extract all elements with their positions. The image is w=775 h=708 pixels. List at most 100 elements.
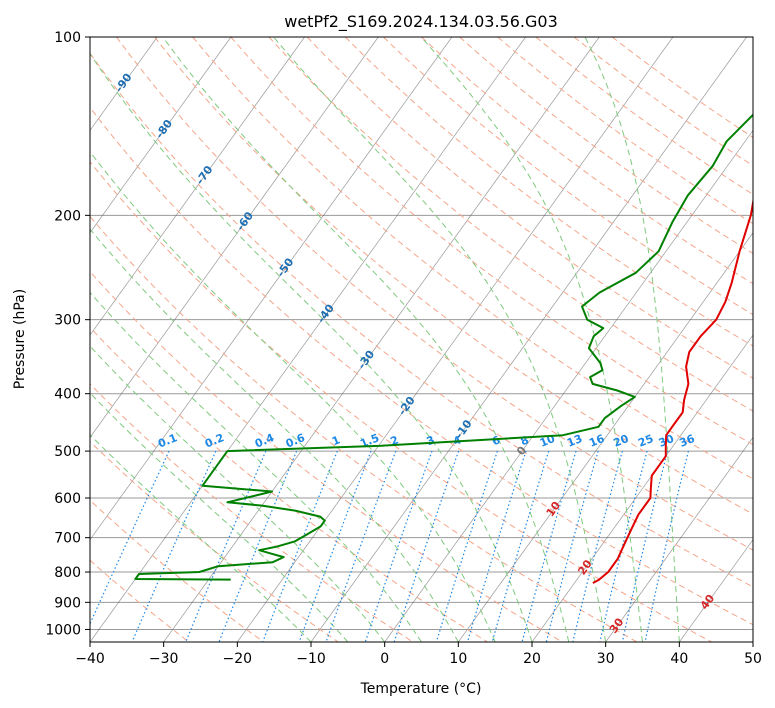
isotherm-line — [163, 37, 600, 642]
mixing-ratio-label: 0.4 — [253, 431, 276, 450]
isotherm-line — [90, 37, 453, 541]
mixing-ratio-label: 1.5 — [358, 431, 381, 450]
isotherm-label: -60 — [234, 209, 256, 233]
isotherm-line — [384, 129, 753, 642]
mixing-ratio-line — [435, 450, 498, 642]
x-axis-label: Temperature (°C) — [360, 681, 482, 697]
dry-adiabat-line — [90, 326, 488, 642]
y-tick-label: 600 — [54, 491, 81, 507]
moist-adiabat-line — [162, 37, 570, 642]
moist-adiabat-line — [420, 37, 643, 642]
x-tick-label: −30 — [149, 651, 179, 667]
y-tick-label: 1000 — [45, 622, 81, 638]
x-tick-label: 0 — [380, 651, 389, 667]
mixing-ratio-line — [491, 450, 550, 642]
y-tick-label: 900 — [54, 595, 81, 611]
isotherm-line — [90, 37, 526, 642]
x-tick-label: 20 — [523, 651, 541, 667]
dry-adiabat-line — [611, 37, 753, 139]
mixing-ratio-line — [393, 450, 460, 642]
isotherm-label: -20 — [396, 394, 418, 418]
moist-adiabat-line — [90, 434, 312, 642]
dry-adiabat-line — [90, 270, 563, 642]
isotherm-label: -40 — [315, 301, 337, 325]
x-tick-label: 30 — [597, 651, 615, 667]
dry-adiabat-line — [344, 37, 753, 347]
moist-adiabat-line — [90, 228, 459, 642]
mixing-ratio-line — [131, 450, 217, 642]
moist-adiabat-line — [273, 37, 607, 642]
moist-adiabat-line — [90, 52, 533, 642]
dry-adiabat-line — [383, 37, 753, 316]
isotherm-label: -30 — [355, 348, 377, 372]
dry-adiabat-line — [192, 37, 753, 480]
y-tick-label: 300 — [54, 313, 81, 329]
mixing-ratio-line — [185, 450, 267, 642]
mixing-ratio-label: 16 — [587, 432, 606, 450]
mixing-ratio-line — [521, 450, 577, 642]
mixing-ratio-line — [644, 450, 689, 642]
mixing-ratio-line — [572, 450, 623, 642]
isotherm-line — [605, 436, 753, 642]
dry-adiabat-line — [90, 383, 414, 642]
mixing-ratio-line — [621, 450, 669, 642]
x-tick-label: −10 — [296, 651, 326, 667]
dry-adiabat-line — [497, 37, 753, 225]
dry-adiabat-line — [268, 37, 753, 412]
mixing-ratio-line — [90, 450, 170, 626]
temperature-profile-line — [592, 197, 753, 584]
mixing-ratio-label: 0.2 — [203, 431, 226, 450]
dry-adiabat-line — [459, 37, 753, 254]
mixing-ratio-label: 10 — [538, 432, 557, 450]
mixing-ratio-line — [466, 450, 527, 642]
y-tick-label: 400 — [54, 387, 81, 403]
isotherm-line — [90, 37, 232, 234]
chart-title: wetPf2_S169.2024.134.03.56.G03 — [284, 12, 558, 32]
dry-adiabat-line — [90, 106, 753, 626]
mixing-ratio-line — [364, 450, 433, 642]
dry-adiabat-line — [154, 37, 753, 515]
isotherm-line — [679, 539, 753, 642]
y-tick-label: 100 — [54, 30, 81, 46]
moist-adiabat-line — [90, 345, 386, 642]
dry-adiabat-line — [90, 499, 264, 642]
isotherm-line — [458, 232, 753, 642]
mixing-ratio-label: 13 — [565, 432, 584, 450]
dry-adiabat-line — [90, 215, 638, 642]
dry-adiabat-line — [90, 52, 753, 588]
isotherm-label: -90 — [112, 71, 134, 95]
x-tick-label: −20 — [223, 651, 253, 667]
mixing-ratio-label: 20 — [612, 432, 631, 450]
mixing-ratio-label: 6 — [490, 433, 502, 448]
mixing-ratio-label: 2 — [388, 433, 400, 448]
moist-adiabat-line — [90, 150, 496, 642]
x-tick-label: 40 — [670, 651, 688, 667]
isotherm-label: 30 — [607, 615, 627, 635]
isotherm-line — [237, 37, 674, 642]
y-tick-label: 200 — [54, 208, 81, 224]
dry-adiabat-line — [90, 161, 712, 642]
mixing-ratio-line — [545, 450, 599, 642]
mixing-ratio-label: 3 — [425, 433, 437, 448]
y-tick-label: 800 — [54, 565, 81, 581]
mixing-ratio-label: 1 — [330, 433, 342, 448]
y-tick-label: 700 — [54, 531, 81, 547]
plot-area: -100-90-80-70-60-50-40-30-20-10010203040… — [90, 37, 753, 642]
x-tick-label: −40 — [75, 651, 105, 667]
mixing-ratio-line — [599, 450, 648, 642]
x-tick-label: 10 — [449, 651, 467, 667]
isotherm-line — [90, 37, 379, 438]
mixing-ratio-label: 8 — [519, 433, 531, 448]
moist-adiabat-line — [584, 37, 680, 642]
moist-adiabat-line — [90, 291, 422, 642]
dewpoint-profile-line — [134, 113, 753, 581]
dry-adiabat-line — [90, 440, 339, 642]
mixing-ratio-label: 0.1 — [156, 431, 179, 450]
dry-adiabat-line — [116, 37, 753, 551]
y-tick-label: 500 — [54, 444, 81, 460]
isotherm-label: -70 — [193, 163, 215, 187]
isotherm-label: -80 — [153, 117, 175, 141]
plot-frame — [89, 36, 754, 643]
dry-adiabat-line — [421, 37, 753, 285]
